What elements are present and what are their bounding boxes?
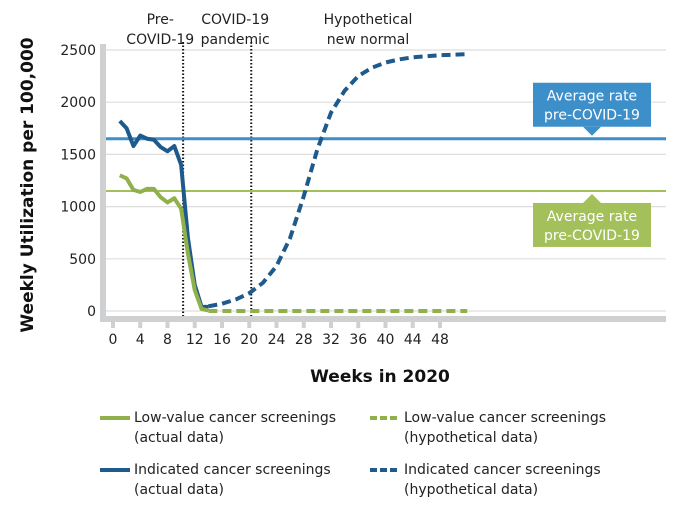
series-line	[118, 119, 209, 309]
legend-label: Indicated cancer screenings	[404, 462, 601, 478]
x-tick-label: 48	[431, 332, 449, 348]
series-line	[118, 173, 209, 313]
phase-label: pandemic	[201, 32, 270, 48]
reference-lines	[106, 137, 666, 192]
phase-label: Pre-	[147, 12, 174, 28]
legend-sublabel: (actual data)	[134, 430, 225, 446]
phase-label: Hypothetical	[324, 12, 413, 28]
x-tick-label: 16	[213, 332, 231, 348]
callouts: Average rate pre-COVID-19 Average rate pre-…	[533, 82, 651, 247]
y-tick-label: 1000	[60, 200, 96, 216]
phase-boundaries: Pre- COVID-19 COVID-19 pandemic Hypothetical…	[126, 12, 412, 319]
legend-item-low-value-hypothetical: Low-value cancer screenings (hypothetical…	[370, 408, 606, 448]
legend-item-indicated-hypothetical: Indicated cancer screenings (hypothetical…	[370, 460, 601, 500]
legend-label: Indicated cancer screenings	[134, 462, 331, 478]
y-tick-label: 500	[69, 252, 96, 268]
x-tick-label: 44	[404, 332, 422, 348]
callout-pointer	[583, 193, 601, 203]
callout-box: Average rate pre-COVID-19	[533, 82, 651, 136]
x-axis-title: Weeks in 2020	[310, 367, 450, 387]
grid-lines	[106, 49, 666, 312]
callout-pointer	[583, 126, 601, 136]
legend-sublabel: (actual data)	[134, 482, 225, 498]
phase-label: COVID-19	[126, 32, 194, 48]
series-lines	[118, 52, 468, 313]
x-tick-label: 0	[109, 332, 118, 348]
x-tick-label: 8	[163, 332, 172, 348]
y-tick-label: 1500	[60, 147, 96, 163]
x-tick-label: 32	[322, 332, 340, 348]
legend-label: Low-value cancer screenings	[404, 410, 607, 426]
callout-label: pre-COVID-19	[544, 108, 640, 124]
x-tick-label: 4	[136, 332, 145, 348]
legend-label: Low-value cancer screenings	[134, 410, 337, 426]
x-tick-label: 28	[295, 332, 313, 348]
y-axis-title: Weekly Utilization per 100,000	[18, 37, 38, 332]
legend-sublabel: (hypothetical data)	[404, 430, 539, 446]
legend-swatch-dashed-blue	[370, 460, 400, 480]
phase-label: COVID-19	[201, 12, 269, 28]
legend: Low-value cancer screenings (actual data)…	[100, 408, 680, 508]
callout-box: Average rate pre-COVID-19	[533, 193, 651, 247]
x-tick-label: 12	[186, 332, 204, 348]
chart: Pre- COVID-19 COVID-19 pandemic Hypothetical…	[18, 12, 666, 387]
callout-label: pre-COVID-19	[544, 228, 640, 244]
callout-background	[533, 202, 651, 247]
x-tick-label: 20	[240, 332, 258, 348]
y-tick-label: 2500	[60, 43, 96, 59]
legend-item-low-value-actual: Low-value cancer screenings (actual data)	[100, 408, 336, 448]
x-tick-label: 36	[349, 332, 367, 348]
legend-swatch-solid-blue	[100, 460, 130, 480]
y-tick-label: 0	[87, 304, 96, 320]
y-tick-label: 2000	[60, 95, 96, 111]
callout-label: Average rate	[547, 89, 637, 105]
series-line	[207, 52, 468, 309]
x-tick-label: 40	[377, 332, 395, 348]
callout-label: Average rate	[547, 209, 637, 225]
phase-label: new normal	[327, 32, 409, 48]
x-tick-label: 24	[268, 332, 286, 348]
legend-sublabel: (hypothetical data)	[404, 482, 539, 498]
callout-background	[533, 82, 651, 127]
legend-item-indicated-actual: Indicated cancer screenings (actual data)	[100, 460, 331, 500]
legend-swatch-solid-green	[100, 408, 130, 428]
legend-swatch-dashed-green	[370, 408, 400, 428]
